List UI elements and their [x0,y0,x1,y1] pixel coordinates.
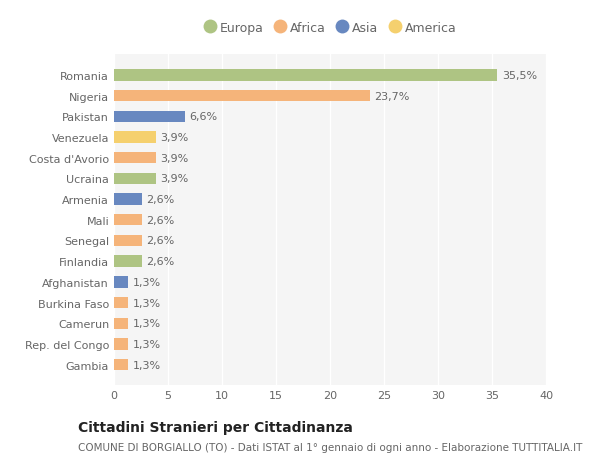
Bar [114,235,142,246]
Bar [114,153,156,164]
Text: 1,3%: 1,3% [133,339,160,349]
Text: 1,3%: 1,3% [133,319,160,329]
Bar [114,132,156,143]
Text: 35,5%: 35,5% [502,71,537,81]
Text: 3,9%: 3,9% [160,153,188,163]
Text: 2,6%: 2,6% [146,257,175,267]
Text: COMUNE DI BORGIALLO (TO) - Dati ISTAT al 1° gennaio di ogni anno - Elaborazione : COMUNE DI BORGIALLO (TO) - Dati ISTAT al… [78,442,583,452]
Text: 1,3%: 1,3% [133,360,160,370]
Bar [114,91,370,102]
Text: Cittadini Stranieri per Cittadinanza: Cittadini Stranieri per Cittadinanza [78,420,353,434]
Text: 3,9%: 3,9% [160,133,188,143]
Bar [114,277,128,288]
Bar [114,174,156,185]
Bar [114,112,185,123]
Text: 2,6%: 2,6% [146,195,175,205]
Text: 6,6%: 6,6% [190,112,218,122]
Bar [114,339,128,350]
Legend: Europa, Africa, Asia, America: Europa, Africa, Asia, America [203,22,457,34]
Bar [114,297,128,308]
Bar [114,215,142,226]
Text: 23,7%: 23,7% [374,91,410,101]
Bar [114,359,128,370]
Text: 3,9%: 3,9% [160,174,188,184]
Bar [114,318,128,329]
Bar [114,256,142,267]
Text: 2,6%: 2,6% [146,215,175,225]
Text: 1,3%: 1,3% [133,298,160,308]
Text: 1,3%: 1,3% [133,277,160,287]
Text: 2,6%: 2,6% [146,236,175,246]
Bar [114,194,142,205]
Bar [114,70,497,81]
